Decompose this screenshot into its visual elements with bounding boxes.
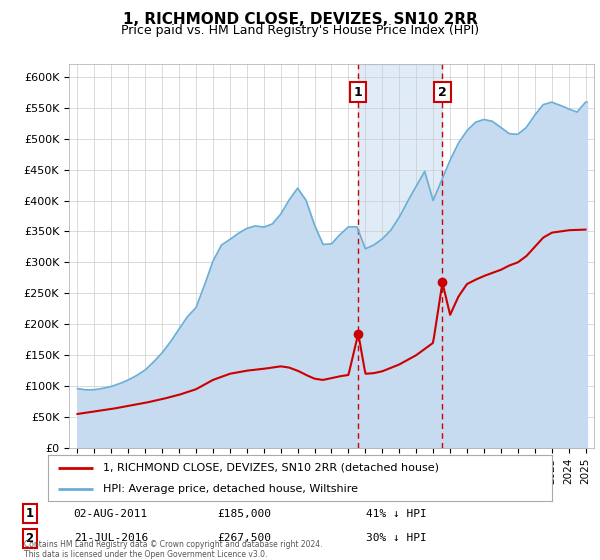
Text: Price paid vs. HM Land Registry's House Price Index (HPI): Price paid vs. HM Land Registry's House …: [121, 24, 479, 37]
Text: 1, RICHMOND CLOSE, DEVIZES, SN10 2RR (detached house): 1, RICHMOND CLOSE, DEVIZES, SN10 2RR (de…: [103, 463, 439, 473]
Text: 1, RICHMOND CLOSE, DEVIZES, SN10 2RR: 1, RICHMOND CLOSE, DEVIZES, SN10 2RR: [122, 12, 478, 27]
Text: £267,500: £267,500: [217, 534, 271, 544]
Text: 2: 2: [438, 86, 447, 99]
Text: 02-AUG-2011: 02-AUG-2011: [74, 509, 148, 519]
Text: £185,000: £185,000: [217, 509, 271, 519]
Text: Contains HM Land Registry data © Crown copyright and database right 2024.
This d: Contains HM Land Registry data © Crown c…: [24, 540, 323, 559]
Text: 30% ↓ HPI: 30% ↓ HPI: [366, 534, 427, 544]
Text: 1: 1: [354, 86, 362, 99]
Text: 2: 2: [25, 532, 34, 545]
Text: 1: 1: [25, 507, 34, 520]
Text: HPI: Average price, detached house, Wiltshire: HPI: Average price, detached house, Wilt…: [103, 484, 358, 494]
Bar: [358, 64, 442, 448]
Text: 41% ↓ HPI: 41% ↓ HPI: [366, 509, 427, 519]
Text: 21-JUL-2016: 21-JUL-2016: [74, 534, 148, 544]
